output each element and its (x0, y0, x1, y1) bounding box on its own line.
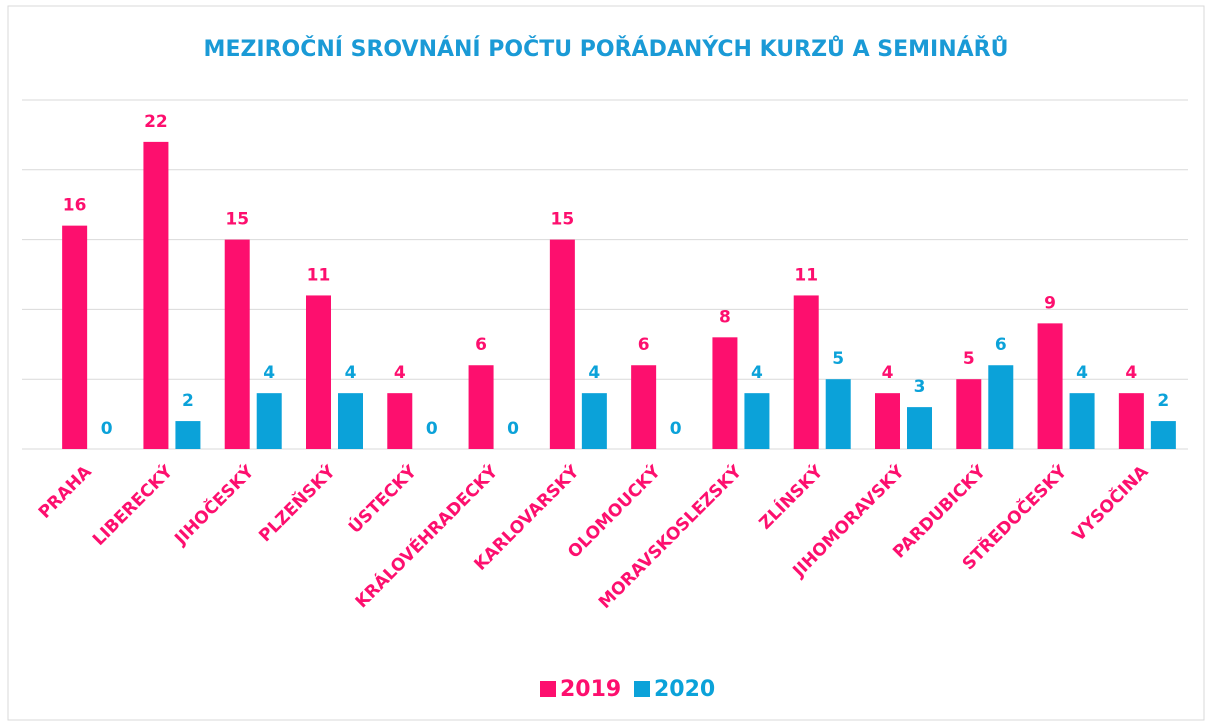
data-label: 4 (588, 363, 600, 383)
bar (175, 421, 201, 449)
data-label: 22 (144, 112, 168, 132)
bar (1037, 323, 1063, 449)
bar (744, 393, 770, 449)
bar (875, 393, 900, 449)
data-label: 4 (1125, 363, 1137, 383)
data-label: 4 (394, 363, 406, 383)
data-label: 0 (670, 419, 682, 439)
data-label: 4 (1076, 363, 1088, 383)
data-label: 5 (832, 349, 844, 369)
data-label: 0 (101, 419, 113, 439)
bar (907, 407, 932, 449)
bar (793, 295, 819, 449)
data-label: 2 (182, 391, 194, 411)
data-label: 0 (426, 419, 438, 439)
data-label: 15 (225, 210, 249, 230)
data-label: 0 (507, 419, 519, 439)
bar (306, 295, 331, 449)
legend-swatch (540, 681, 556, 697)
legend-label: 2019 (560, 677, 621, 702)
data-label: 16 (63, 196, 87, 216)
data-label: 15 (551, 210, 575, 230)
bar (712, 337, 738, 449)
data-label: 3 (914, 377, 926, 397)
legend-swatch (634, 681, 650, 697)
data-label: 6 (475, 335, 487, 355)
bar (988, 365, 1014, 449)
bar (1118, 393, 1144, 449)
data-label: 4 (263, 363, 275, 383)
bar (549, 239, 575, 449)
bar (825, 379, 851, 449)
bar (224, 239, 250, 449)
data-label: 11 (307, 265, 331, 285)
data-label: 5 (963, 349, 975, 369)
chart-border (7, 5, 1205, 721)
bar (1069, 393, 1095, 449)
bar (62, 225, 88, 449)
data-label: 4 (751, 363, 763, 383)
data-label: 8 (719, 307, 731, 327)
bar (581, 393, 607, 449)
bar (956, 379, 982, 449)
bar (468, 365, 494, 449)
data-label: 4 (345, 363, 357, 383)
legend-label: 2020 (654, 677, 715, 702)
data-label: 6 (638, 335, 650, 355)
bar (387, 393, 413, 449)
data-label: 9 (1044, 293, 1056, 313)
bar (256, 393, 282, 449)
data-label: 11 (794, 265, 818, 285)
bar (631, 365, 657, 449)
bar (338, 393, 363, 449)
data-label: 2 (1157, 391, 1169, 411)
data-label: 4 (882, 363, 894, 383)
bar (143, 141, 169, 449)
chart-title: MEZIROČNÍ SROVNÁNÍ POČTU POŘÁDANÝCH KURZ… (204, 36, 1009, 62)
bar (1150, 421, 1176, 449)
data-label: 6 (995, 335, 1007, 355)
